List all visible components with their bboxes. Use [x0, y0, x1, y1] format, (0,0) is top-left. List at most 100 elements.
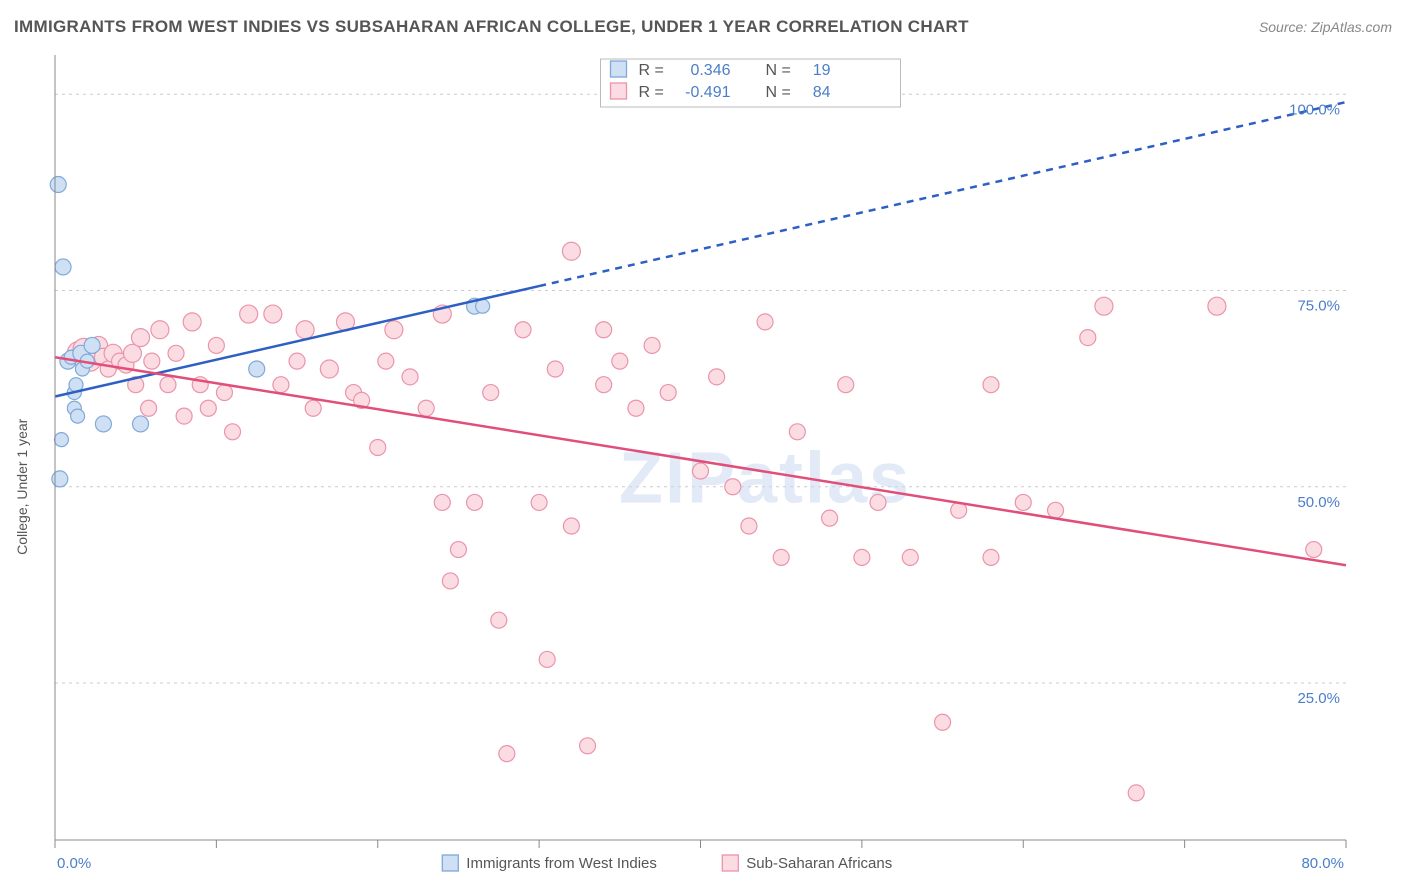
data-point — [296, 321, 314, 339]
chart-container: IMMIGRANTS FROM WEST INDIES VS SUBSAHARA… — [0, 0, 1406, 892]
stats-r-label: R = — [639, 84, 664, 101]
data-point — [450, 542, 466, 558]
legend-label: Immigrants from West Indies — [466, 855, 657, 872]
data-point — [902, 549, 918, 565]
y-tick-label: 25.0% — [1297, 690, 1340, 707]
data-point — [935, 714, 951, 730]
y-tick-label: 75.0% — [1297, 298, 1340, 315]
data-point — [240, 305, 258, 323]
stats-swatch — [611, 61, 627, 77]
data-point — [55, 259, 71, 275]
data-point — [596, 377, 612, 393]
scatter-chart: IMMIGRANTS FROM WEST INDIES VS SUBSAHARA… — [0, 0, 1406, 892]
data-point — [385, 321, 403, 339]
data-point — [144, 353, 160, 369]
data-point — [644, 337, 660, 353]
data-point — [563, 518, 579, 534]
data-point — [176, 408, 192, 424]
data-point — [133, 416, 149, 432]
data-point — [208, 337, 224, 353]
data-point — [515, 322, 531, 338]
trendline-pink — [55, 357, 1346, 565]
data-point — [467, 494, 483, 510]
trendline-blue-dashed — [539, 102, 1346, 286]
data-point — [547, 361, 563, 377]
data-point — [378, 353, 394, 369]
stats-n-value: 19 — [813, 62, 831, 79]
stats-r-value: 0.346 — [690, 62, 730, 79]
data-point — [1095, 297, 1113, 315]
chart-title: IMMIGRANTS FROM WEST INDIES VS SUBSAHARA… — [14, 17, 969, 36]
data-point — [1015, 494, 1031, 510]
data-point — [442, 573, 458, 589]
data-point — [151, 321, 169, 339]
stats-n-label: N = — [766, 84, 791, 101]
data-point — [789, 424, 805, 440]
y-axis-label: College, Under 1 year — [14, 418, 30, 555]
data-point — [168, 345, 184, 361]
data-point — [160, 377, 176, 393]
data-point — [1208, 297, 1226, 315]
data-point — [434, 494, 450, 510]
data-point — [822, 510, 838, 526]
data-point — [838, 377, 854, 393]
data-point — [1306, 542, 1322, 558]
data-point — [628, 400, 644, 416]
data-point — [273, 377, 289, 393]
data-point — [562, 242, 580, 260]
data-point — [402, 369, 418, 385]
data-point — [612, 353, 628, 369]
source-label: Source: ZipAtlas.com — [1259, 19, 1392, 35]
data-point — [660, 385, 676, 401]
data-point — [596, 322, 612, 338]
data-point — [531, 494, 547, 510]
data-point — [757, 314, 773, 330]
data-point — [499, 746, 515, 762]
data-point — [71, 409, 85, 423]
legend-swatch — [442, 855, 458, 871]
data-point — [854, 549, 870, 565]
data-point — [84, 337, 100, 353]
data-point — [870, 494, 886, 510]
data-point — [693, 463, 709, 479]
data-point — [225, 424, 241, 440]
watermark: ZIPatlas — [619, 438, 911, 518]
data-point — [539, 651, 555, 667]
data-point — [95, 416, 111, 432]
data-point — [54, 433, 68, 447]
data-point — [725, 479, 741, 495]
x-tick-label: 0.0% — [57, 855, 91, 872]
data-point — [741, 518, 757, 534]
data-point — [50, 177, 66, 193]
data-point — [483, 385, 499, 401]
legend-swatch — [722, 855, 738, 871]
data-point — [216, 385, 232, 401]
data-point — [1080, 330, 1096, 346]
stats-swatch — [611, 83, 627, 99]
data-point — [418, 400, 434, 416]
data-point — [709, 369, 725, 385]
stats-r-value: -0.491 — [685, 84, 730, 101]
data-point — [773, 549, 789, 565]
stats-n-label: N = — [766, 62, 791, 79]
y-tick-label: 100.0% — [1289, 101, 1340, 118]
data-point — [183, 313, 201, 331]
data-point — [320, 360, 338, 378]
stats-r-label: R = — [639, 62, 664, 79]
data-point — [491, 612, 507, 628]
data-point — [132, 329, 150, 347]
data-point — [141, 400, 157, 416]
data-point — [264, 305, 282, 323]
data-point — [52, 471, 68, 487]
data-point — [580, 738, 596, 754]
data-point — [249, 361, 265, 377]
data-point — [200, 400, 216, 416]
data-point — [1128, 785, 1144, 801]
y-tick-label: 50.0% — [1297, 494, 1340, 511]
data-point — [305, 400, 321, 416]
data-point — [370, 440, 386, 456]
data-point — [289, 353, 305, 369]
trendline-blue-solid — [55, 286, 539, 396]
x-tick-label: 80.0% — [1301, 855, 1344, 872]
data-point — [1048, 502, 1064, 518]
